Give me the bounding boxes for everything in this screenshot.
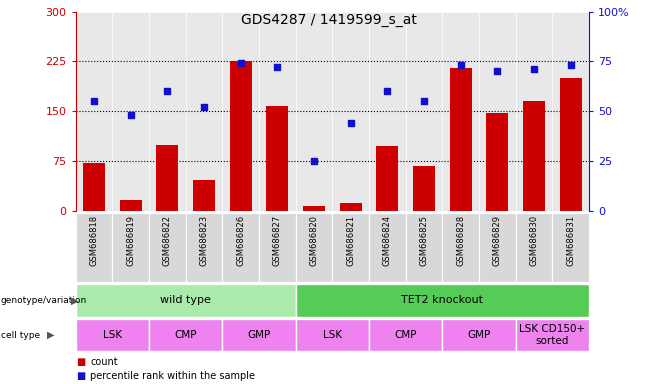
Text: GSM686824: GSM686824 [383,215,392,265]
Bar [552,12,589,211]
Text: CMP: CMP [174,330,197,340]
FancyBboxPatch shape [405,213,442,282]
Bar [413,166,435,211]
Point [199,104,209,111]
Bar [479,12,516,211]
Bar [340,202,362,211]
Bar [230,61,251,211]
Bar [442,12,479,211]
Bar [449,68,472,211]
Point [528,66,539,73]
Bar [76,12,113,211]
Text: GMP: GMP [247,330,270,340]
Point [492,68,503,74]
Text: TET2 knockout: TET2 knockout [401,295,483,306]
FancyBboxPatch shape [369,213,405,282]
Bar [295,12,332,211]
Point [89,98,99,104]
Bar [186,12,222,211]
Point [126,112,136,118]
FancyBboxPatch shape [516,213,552,282]
Text: CMP: CMP [394,330,417,340]
FancyBboxPatch shape [442,213,479,282]
Bar [259,12,295,211]
Text: ▶: ▶ [71,295,78,306]
Bar [303,206,325,211]
Text: LSK: LSK [322,330,342,340]
Bar [523,101,545,211]
FancyBboxPatch shape [149,213,186,282]
Bar [157,145,178,211]
FancyBboxPatch shape [369,319,442,351]
Bar [113,12,149,211]
Text: GSM686823: GSM686823 [199,215,209,266]
Bar [266,106,288,211]
Text: GSM686822: GSM686822 [163,215,172,265]
Text: genotype/variation: genotype/variation [1,296,87,305]
Bar [193,180,215,211]
Text: GSM686830: GSM686830 [530,215,538,266]
Bar [149,12,186,211]
FancyBboxPatch shape [149,319,222,351]
Point [272,65,282,71]
Bar [486,113,508,211]
Point [345,120,356,126]
Text: GSM686819: GSM686819 [126,215,135,265]
FancyBboxPatch shape [552,213,589,282]
Text: LSK CD150+
sorted: LSK CD150+ sorted [519,324,586,346]
Point [455,62,466,68]
Bar [83,162,105,211]
Bar [559,78,582,211]
Point [309,158,319,164]
Text: GSM686829: GSM686829 [493,215,502,265]
FancyBboxPatch shape [76,284,295,317]
Bar [405,12,442,211]
Bar [222,12,259,211]
Text: GSM686825: GSM686825 [419,215,428,265]
Point [236,60,246,66]
Point [565,62,576,68]
Text: wild type: wild type [160,295,211,306]
Point [162,88,172,94]
Text: GSM686818: GSM686818 [89,215,99,266]
FancyBboxPatch shape [295,319,369,351]
FancyBboxPatch shape [259,213,295,282]
Text: GSM686820: GSM686820 [309,215,318,265]
FancyBboxPatch shape [186,213,222,282]
Text: GSM686827: GSM686827 [273,215,282,266]
Bar [369,12,405,211]
Text: GSM686828: GSM686828 [456,215,465,266]
Point [382,88,393,94]
Text: GSM686826: GSM686826 [236,215,245,266]
Bar [120,200,141,211]
Text: cell type: cell type [1,331,39,339]
FancyBboxPatch shape [295,284,589,317]
Text: count: count [90,357,118,367]
Text: ▶: ▶ [47,330,55,340]
FancyBboxPatch shape [442,319,516,351]
FancyBboxPatch shape [76,213,113,282]
Text: ■: ■ [76,371,85,381]
Text: GDS4287 / 1419599_s_at: GDS4287 / 1419599_s_at [241,13,417,27]
Text: GMP: GMP [467,330,491,340]
FancyBboxPatch shape [113,213,149,282]
FancyBboxPatch shape [332,213,369,282]
FancyBboxPatch shape [222,319,295,351]
Point [418,98,429,104]
FancyBboxPatch shape [516,319,589,351]
Text: GSM686821: GSM686821 [346,215,355,265]
Bar [516,12,552,211]
Bar [376,146,398,211]
FancyBboxPatch shape [479,213,516,282]
FancyBboxPatch shape [76,319,149,351]
Bar [332,12,369,211]
Text: LSK: LSK [103,330,122,340]
FancyBboxPatch shape [222,213,259,282]
Text: percentile rank within the sample: percentile rank within the sample [90,371,255,381]
FancyBboxPatch shape [295,213,332,282]
Text: GSM686831: GSM686831 [566,215,575,266]
Text: ■: ■ [76,357,85,367]
